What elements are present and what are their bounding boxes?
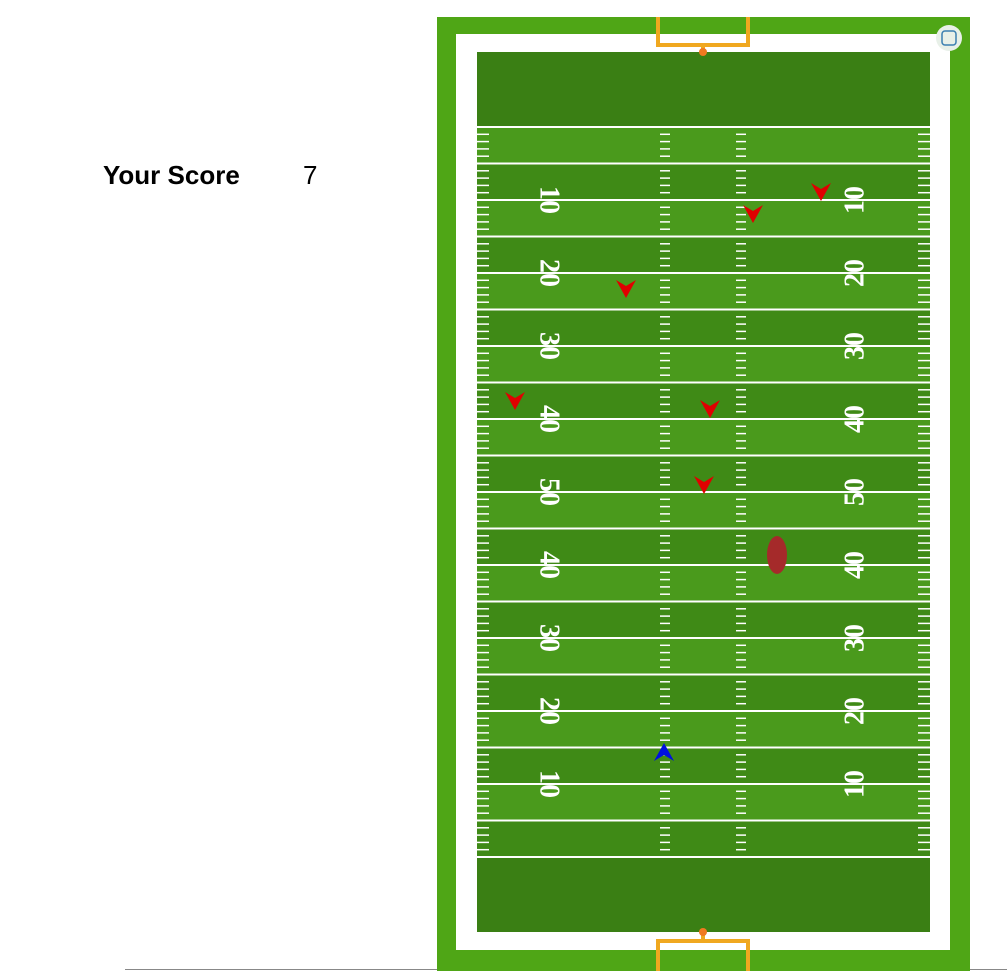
icon-frame[interactable] [941,30,957,46]
defender [505,392,525,410]
turf-stripe [477,784,930,821]
defender [616,280,636,298]
turf-stripe [477,419,930,456]
turf-stripe [477,492,930,529]
yard-number: 50 [534,478,565,506]
turf-stripe [477,273,930,310]
goal-post-pad [699,48,707,56]
yard-number: 30 [534,624,565,652]
yard-number: 40 [534,551,565,579]
screenshot-icon[interactable] [936,25,962,51]
defender [694,476,714,494]
turf-stripe [477,236,930,273]
yard-number: 20 [534,259,565,287]
turf-stripe [477,200,930,237]
turf-stripe [477,601,930,638]
yard-number: 10 [534,770,565,798]
turf-stripe [477,309,930,346]
yard-number: 40 [839,551,870,579]
turf-stripe [477,346,930,383]
defenders [505,183,831,494]
turf-stripe [477,163,930,200]
goal-post-pad [699,928,707,936]
turf-stripe [477,528,930,565]
player [654,743,674,761]
yard-number: 30 [534,332,565,360]
yard-number: 20 [839,259,870,287]
yard-number: 40 [839,405,870,433]
ball [767,536,787,574]
turf-stripe [477,747,930,784]
defender [700,400,720,418]
turf-stripe [477,674,930,711]
yard-numbers: 10 10 20 20 30 30 40 40 50 50 40 40 30 30 20 20 10 10 [534,186,871,798]
yard-lines [477,126,930,858]
turf-stripe [477,820,930,857]
turf-stripe [477,382,930,419]
turf-stripe [477,565,930,602]
end-zone-bottom [477,857,930,932]
turf-stripe [477,711,930,748]
yard-number: 10 [839,770,870,798]
icon-bg[interactable] [936,25,962,51]
defender [743,205,763,223]
yard-number: 10 [839,186,870,214]
yard-number: 30 [839,332,870,360]
yard-number: 40 [534,405,565,433]
yard-number: 10 [534,186,565,214]
yard-number: 50 [839,478,870,506]
turf-stripe [477,127,930,164]
end-zone-top [477,52,930,127]
yard-number: 20 [534,697,565,725]
yard-number: 20 [839,697,870,725]
turf-stripe [477,638,930,675]
defender [811,183,831,201]
score-label: Your Score [103,160,240,190]
yard-number: 30 [839,624,870,652]
score-value: 7 [303,160,318,190]
